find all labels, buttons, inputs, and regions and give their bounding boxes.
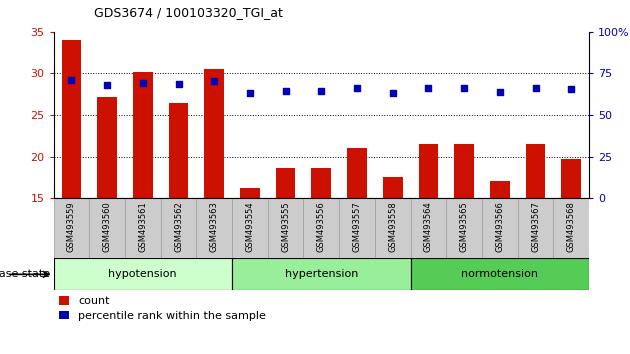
Text: GSM493557: GSM493557 — [353, 201, 362, 252]
Bar — [490, 181, 510, 323]
Text: hypertension: hypertension — [285, 269, 358, 279]
Text: GSM493555: GSM493555 — [281, 201, 290, 252]
Point — [173, 81, 183, 87]
Text: GDS3674 / 100103320_TGI_at: GDS3674 / 100103320_TGI_at — [94, 6, 284, 19]
Text: GSM493567: GSM493567 — [531, 201, 540, 252]
Text: normotension: normotension — [461, 269, 538, 279]
Bar — [304, 198, 339, 258]
Text: hypotension: hypotension — [108, 269, 177, 279]
Bar — [454, 144, 474, 323]
Bar — [347, 148, 367, 323]
Bar — [311, 168, 331, 323]
Bar — [418, 144, 438, 323]
Point — [66, 77, 76, 83]
Text: GSM493558: GSM493558 — [388, 201, 397, 252]
Text: disease state: disease state — [0, 269, 50, 279]
Bar — [197, 198, 232, 258]
Bar — [240, 188, 260, 323]
Point — [245, 90, 255, 96]
Bar — [561, 159, 581, 323]
Text: GSM493564: GSM493564 — [424, 201, 433, 252]
Bar — [446, 198, 482, 258]
Point — [495, 89, 505, 95]
Bar — [54, 198, 89, 258]
Point — [316, 88, 326, 94]
Bar — [268, 198, 304, 258]
Text: GSM493554: GSM493554 — [246, 201, 255, 252]
Legend: count, percentile rank within the sample: count, percentile rank within the sample — [59, 296, 266, 321]
Point — [566, 86, 576, 92]
Point — [459, 85, 469, 90]
Bar — [482, 198, 518, 258]
Text: GSM493562: GSM493562 — [174, 201, 183, 252]
Bar — [232, 198, 268, 258]
Bar — [339, 198, 375, 258]
Bar — [553, 198, 589, 258]
Bar — [518, 198, 553, 258]
Bar — [411, 258, 589, 290]
Bar — [89, 198, 125, 258]
Bar — [232, 258, 411, 290]
Point — [352, 86, 362, 91]
Text: GSM493568: GSM493568 — [567, 201, 576, 252]
Bar — [276, 168, 295, 323]
Bar — [525, 144, 546, 323]
Bar — [411, 198, 446, 258]
Point — [280, 88, 290, 94]
Bar — [375, 198, 411, 258]
Bar — [54, 258, 232, 290]
Point — [423, 85, 433, 90]
Point — [138, 80, 148, 85]
Bar — [62, 40, 81, 323]
Bar — [97, 97, 117, 323]
Bar — [161, 198, 197, 258]
Bar — [204, 69, 224, 323]
Point — [387, 90, 398, 96]
Point — [530, 85, 541, 90]
Text: GSM493563: GSM493563 — [210, 201, 219, 252]
Point — [102, 82, 112, 88]
Text: GSM493566: GSM493566 — [495, 201, 504, 252]
Bar — [169, 103, 188, 323]
Point — [209, 78, 219, 84]
Bar — [125, 198, 161, 258]
Bar — [133, 72, 152, 323]
Text: GSM493560: GSM493560 — [103, 201, 112, 252]
Text: GSM493556: GSM493556 — [317, 201, 326, 252]
Text: GSM493565: GSM493565 — [460, 201, 469, 252]
Text: GSM493559: GSM493559 — [67, 201, 76, 252]
Text: GSM493561: GSM493561 — [139, 201, 147, 252]
Bar — [383, 177, 403, 323]
